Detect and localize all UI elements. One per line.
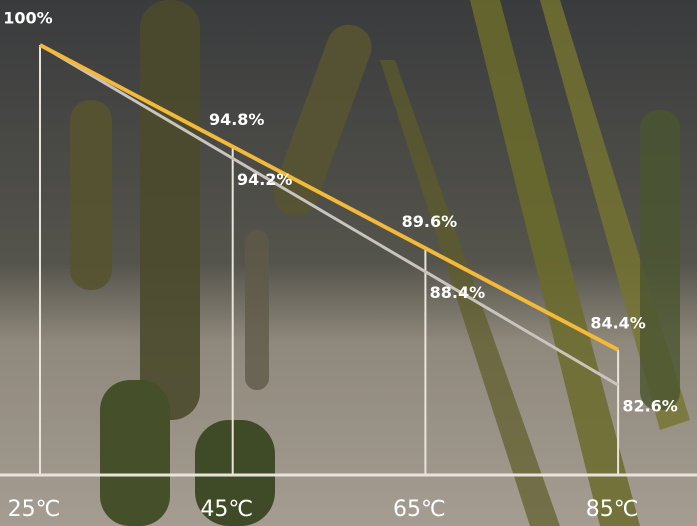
x-tick-label: 45℃ bbox=[200, 497, 253, 522]
x-tick-label: 85℃ bbox=[586, 497, 639, 522]
x-tick-label: 65℃ bbox=[393, 497, 446, 522]
value-label: 88.4% bbox=[430, 283, 486, 302]
value-label: 89.6% bbox=[402, 212, 458, 231]
series-line bbox=[39, 43, 619, 387]
series-line bbox=[39, 43, 620, 352]
value-label: 94.8% bbox=[209, 110, 265, 129]
value-label: 94.2% bbox=[237, 170, 293, 189]
value-label: 84.4% bbox=[590, 313, 646, 332]
value-label: 82.6% bbox=[622, 397, 678, 416]
x-tick-label: 25℃ bbox=[8, 497, 61, 522]
value-label: 100% bbox=[3, 9, 52, 28]
